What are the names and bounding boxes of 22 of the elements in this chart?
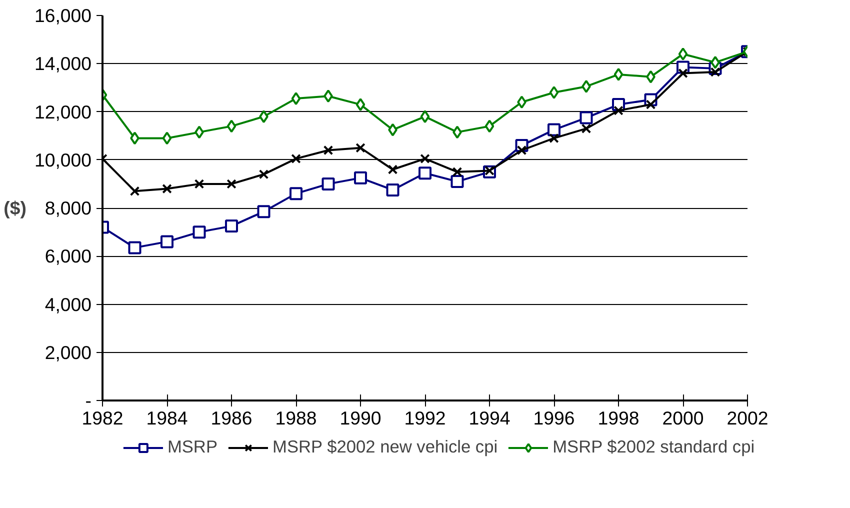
- y-tick-label: 6,000: [44, 246, 92, 267]
- y-tick-label: 4,000: [44, 294, 92, 315]
- x-tick-label: 1994: [468, 408, 510, 428]
- x-tick-label: 1990: [340, 408, 382, 428]
- y-axis-title: ($): [4, 198, 26, 218]
- y-tick-label: 8,000: [44, 198, 92, 218]
- y-tick-label: 2,000: [44, 342, 92, 363]
- legend-label: MSRP $2002 standard cpi: [552, 436, 755, 458]
- y-tick-label: 16,000: [34, 5, 92, 26]
- y-tick-label: 10,000: [34, 149, 92, 170]
- x-tick-label: 2000: [662, 408, 704, 428]
- x-tick-label: 1986: [210, 408, 252, 428]
- x-tick-label: 1984: [146, 408, 188, 428]
- x-tick-label: 1996: [533, 408, 575, 428]
- y-tick-label: 14,000: [34, 53, 92, 74]
- x-tick-label: 1988: [275, 408, 317, 428]
- legend-label: MSRP: [167, 436, 218, 458]
- y-tick-label: 12,000: [34, 101, 92, 122]
- legend-label: MSRP $2002 new vehicle cpi: [272, 436, 498, 458]
- x-tick-label: 1992: [404, 408, 446, 428]
- x-tick-label: 1998: [598, 408, 640, 428]
- x-tick-label: 2002: [726, 408, 768, 428]
